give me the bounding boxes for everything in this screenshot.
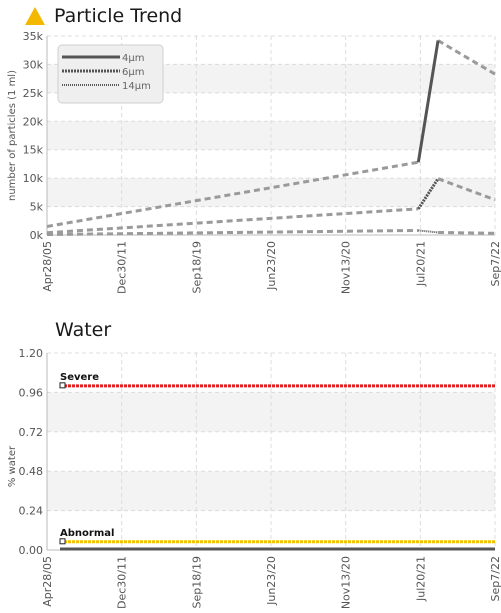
series-projection-2 [46,228,419,237]
water-y-tick-label: 0.48 [19,465,44,478]
series-projection-0 [437,39,496,76]
water-x-tick-label: Nov13/20 [340,556,353,609]
water-x-tick-label: Apr28/05 [41,556,54,607]
water-x-tick-label: Sep7/22 [489,556,501,601]
particle-x-tick-label: Dec30/11 [116,241,129,294]
particle-y-axis-label: number of particles (1 ml) [7,70,18,201]
water-y-tick-label: 0.72 [19,426,44,439]
legend-box [57,44,164,104]
series-projection-1 [437,177,496,202]
particle-legend: 4μm 6μm 14μm [57,44,164,104]
particle-x-tick-label: Sep7/22 [489,241,501,286]
particle-x-tick-label: Sep18/19 [190,241,203,293]
water-y-tick-label: 0.24 [19,505,44,518]
water-y-axis-label: % water [7,445,18,487]
series-line-2 [418,229,439,234]
particle-x-tick-label: Nov13/20 [340,241,353,294]
series-projection-0 [46,160,419,228]
particle-x-tick-label: Jul20/21 [414,241,427,287]
chart-title-water: Water [55,319,112,341]
water-y-tick-label: 0.00 [19,544,44,557]
series-projection-1 [46,207,419,235]
water-grid-band [47,471,495,511]
particle-x-tick-label: Apr28/05 [41,241,54,292]
particle-trend-chart: 0k 5k 10k 15k 20k 25k 30k 35k Apr28/05 Dec30/11 Se… [7,30,501,294]
series-line-1 [417,177,440,210]
water-x-tick-label: Dec30/11 [116,556,129,609]
particle-y-tick-label: 20k [23,115,44,128]
water-y-tick-label: 1.20 [19,347,44,360]
particle-y-tick-label: 10k [23,172,44,185]
water-x-tick-label: Jul20/21 [414,556,427,602]
particle-y-tick-label: 25k [23,87,44,100]
particle-y-tick-label: 15k [23,144,44,157]
particle-y-tick-label: 35k [23,30,44,43]
chart-title-particle-trend: Particle Trend [54,5,183,27]
threshold-marker-abnormal [59,538,66,545]
particle-y-tick-label: 5k [30,201,44,214]
particle-trend-header: Particle Trend [24,2,182,30]
series-line-0 [416,40,440,163]
legend-label-1: 6μm [122,67,144,78]
warning-triangle-icon [25,7,45,25]
legend-label-2: 14μm [122,81,151,92]
particle-x-tick-label: Jun23/20 [265,241,278,291]
threshold-marker-severe [59,382,66,389]
particle-y-tick-label: 30k [23,58,44,71]
water-x-tick-label: Jun23/20 [265,556,278,606]
water-x-tick-label: Sep18/19 [190,556,203,608]
water-y-tick-label: 0.96 [19,386,44,399]
particle-y-tick-label: 0k [30,229,44,242]
threshold-label-severe: Severe [60,372,99,383]
threshold-label-abnormal: Abnormal [60,528,114,539]
legend-label-0: 4μm [122,53,144,64]
